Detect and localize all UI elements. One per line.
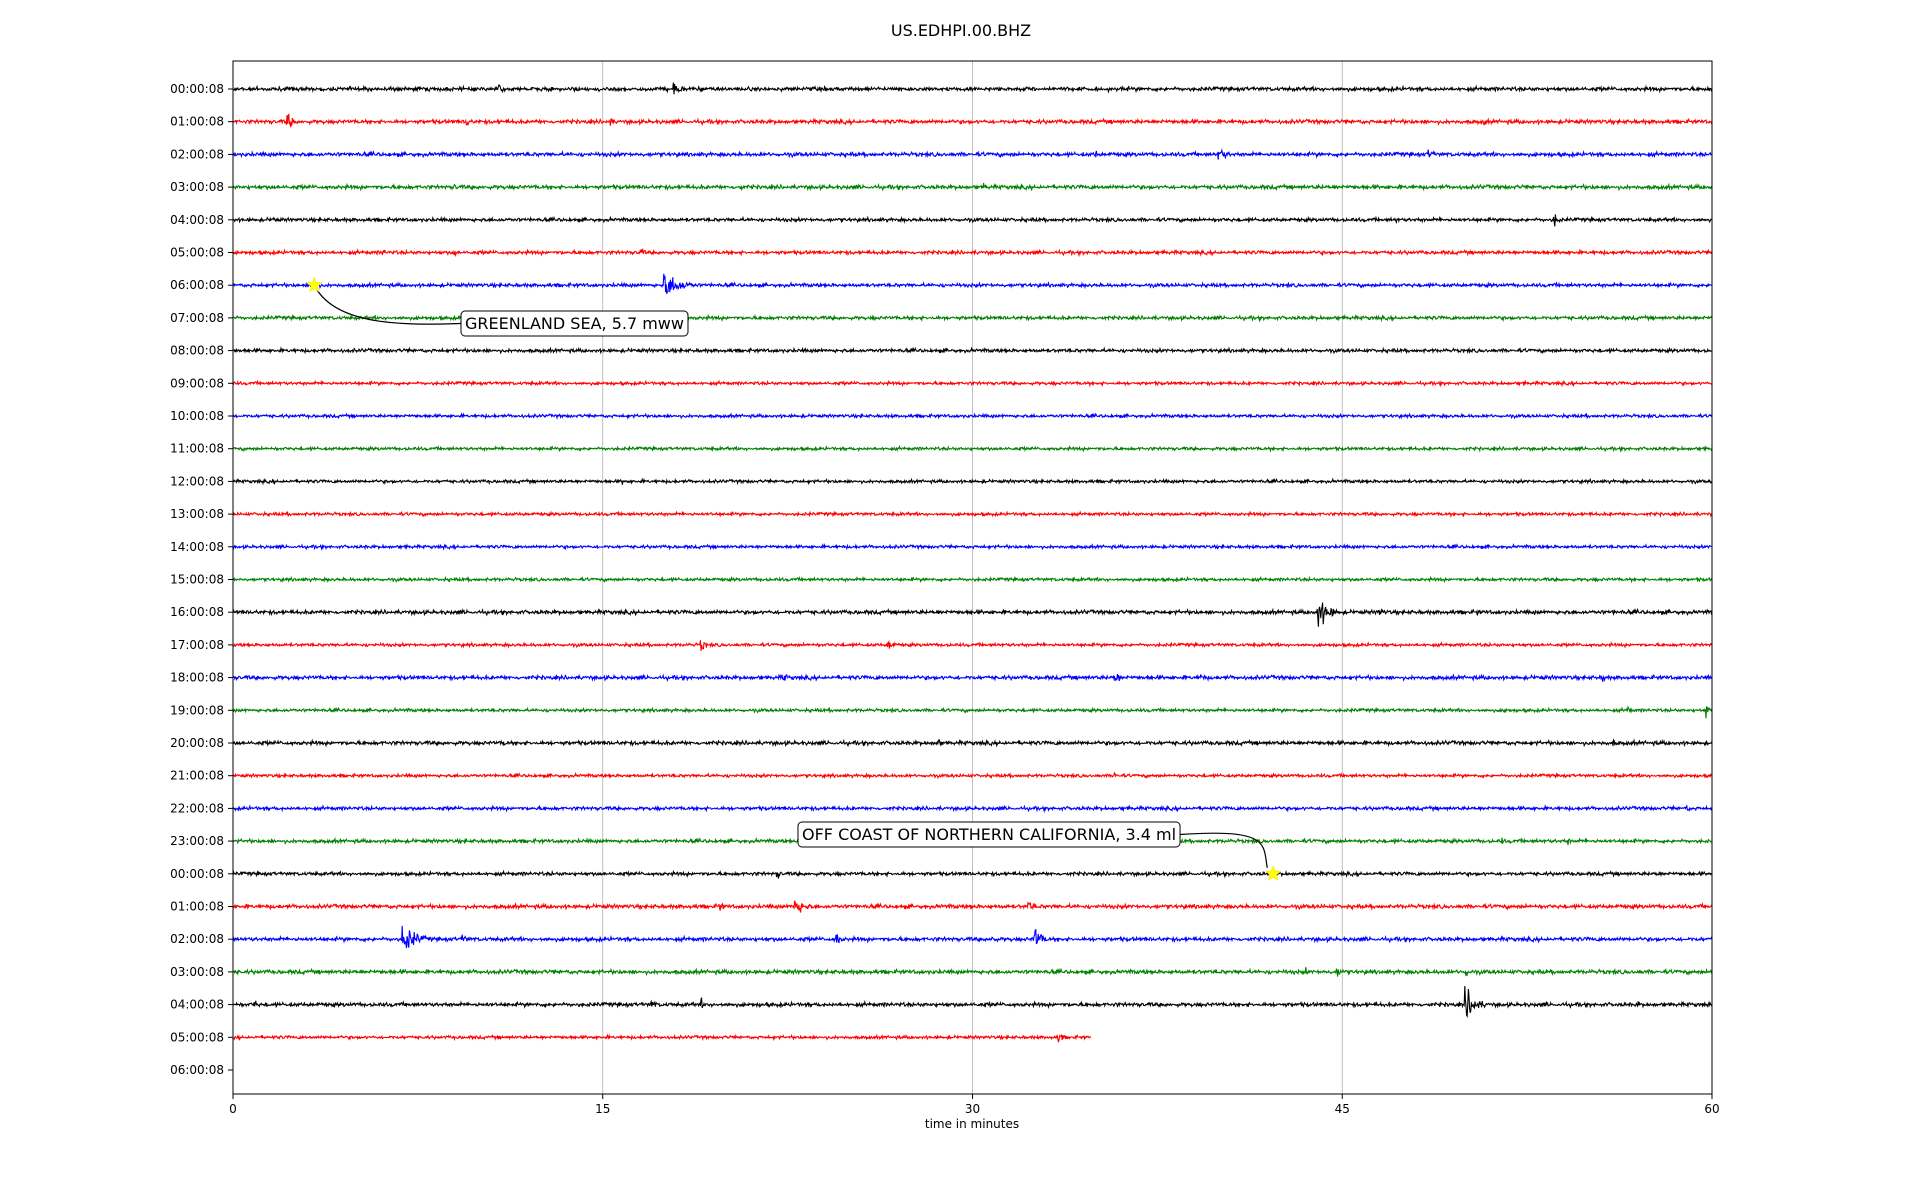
x-axis-ticks: 0 15 30 45 60 [229,1094,1720,1116]
trace-line [232,925,1713,949]
trace-line [232,869,1713,879]
trace-line [232,379,1713,388]
x-tick-label: 60 [1704,1102,1719,1116]
row-time-label: 09:00:08 [170,376,224,390]
row-time-label: 00:00:08 [170,867,224,881]
trace-line [233,575,1713,584]
row-time-label: 22:00:08 [170,801,224,815]
trace-line [232,247,1713,258]
row-time-label: 13:00:08 [170,507,224,521]
trace-line [232,346,1712,355]
row-time-label: 08:00:08 [170,344,224,358]
trace-line [232,412,1713,420]
trace-line [232,673,1713,683]
row-time-label: 04:00:08 [170,213,224,227]
row-time-label: 00:00:08 [170,82,224,96]
trace-line [232,738,1713,748]
row-time-label: 02:00:08 [170,147,224,161]
trace-line [232,640,1713,652]
annotation-connector [313,284,462,325]
x-tick-label: 30 [965,1102,980,1116]
x-tick-label: 0 [229,1102,237,1116]
chart-title: US.EDHPI.00.BHZ [891,21,1031,40]
trace-line [232,542,1713,551]
trace-line [232,477,1713,486]
row-time-label: 20:00:08 [170,736,224,750]
row-time-label: 01:00:08 [170,900,224,914]
row-time-label: 14:00:08 [170,540,224,554]
event-star-icon [306,276,323,293]
trace-line [232,113,1713,128]
trace-line [232,82,1713,95]
row-time-label: 23:00:08 [170,834,224,848]
x-axis-label: time in minutes [925,1117,1019,1131]
row-time-label: 21:00:08 [170,769,224,783]
row-time-label: 18:00:08 [170,671,224,685]
row-time-label: 19:00:08 [170,703,224,717]
row-time-label: 06:00:08 [170,1063,224,1077]
row-time-label: 07:00:08 [170,311,224,325]
trace-line [232,444,1713,453]
trace-line [232,602,1713,627]
row-time-label: 04:00:08 [170,998,224,1012]
row-time-label: 03:00:08 [170,965,224,979]
trace-line [232,985,1713,1019]
plot-frame [232,60,1713,1095]
row-time-label: 05:00:08 [170,1030,224,1044]
trace-line [232,1033,1091,1043]
trace-line [232,273,1713,295]
trace-line [232,771,1713,780]
annotation-label: OFF COAST OF NORTHERN CALIFORNIA, 3.4 ml [802,825,1176,844]
traces-group [232,82,1713,1043]
row-time-label: 02:00:08 [170,932,224,946]
y-tick-labels: 00:00:08 01:00:08 02:00:08 03:00:08 04:00:08… [170,82,233,1077]
annotation-label: GREENLAND SEA, 5.7 mww [465,314,684,333]
grid-lines [602,61,1343,1094]
row-time-label: 01:00:08 [170,115,224,129]
trace-line [232,900,1713,913]
trace-line [233,967,1713,977]
trace-line [233,705,1713,719]
x-tick-label: 15 [595,1102,610,1116]
row-time-label: 12:00:08 [170,474,224,488]
trace-line [232,148,1713,160]
annotation-connector [1180,832,1268,868]
x-tick-label: 45 [1335,1102,1350,1116]
row-time-label: 05:00:08 [170,246,224,260]
row-time-label: 03:00:08 [170,180,224,194]
trace-line [232,214,1713,227]
row-time-label: 10:00:08 [170,409,224,423]
trace-line [232,804,1713,814]
event-star-icon [1264,865,1282,881]
trace-line [232,182,1713,192]
row-time-label: 16:00:08 [170,605,224,619]
trace-line [232,510,1713,519]
row-time-label: 11:00:08 [170,442,224,456]
row-time-label: 15:00:08 [170,573,224,587]
row-time-label: 06:00:08 [170,278,224,292]
annotations-group: GREENLAND SEA, 5.7 mww OFF COAST OF NORTH… [306,276,1282,881]
row-time-label: 17:00:08 [170,638,224,652]
